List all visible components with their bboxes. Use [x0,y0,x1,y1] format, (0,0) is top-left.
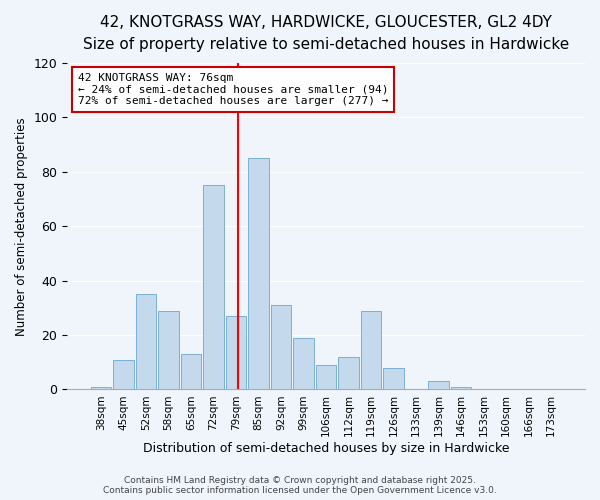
Bar [383,368,404,390]
Bar [136,294,157,390]
Bar [428,382,449,390]
Y-axis label: Number of semi-detached properties: Number of semi-detached properties [15,117,28,336]
Bar [203,186,224,390]
Bar [271,305,292,390]
Bar [248,158,269,390]
Bar [316,365,337,390]
X-axis label: Distribution of semi-detached houses by size in Hardwicke: Distribution of semi-detached houses by … [143,442,509,455]
Bar [91,386,112,390]
Bar [361,310,382,390]
Title: 42, KNOTGRASS WAY, HARDWICKE, GLOUCESTER, GL2 4DY
Size of property relative to s: 42, KNOTGRASS WAY, HARDWICKE, GLOUCESTER… [83,15,569,52]
Text: 42 KNOTGRASS WAY: 76sqm
← 24% of semi-detached houses are smaller (94)
72% of se: 42 KNOTGRASS WAY: 76sqm ← 24% of semi-de… [77,73,388,106]
Bar [158,310,179,390]
Bar [338,357,359,390]
Bar [226,316,247,390]
Bar [293,338,314,390]
Bar [113,360,134,390]
Text: Contains HM Land Registry data © Crown copyright and database right 2025.
Contai: Contains HM Land Registry data © Crown c… [103,476,497,495]
Bar [181,354,202,390]
Bar [451,386,472,390]
